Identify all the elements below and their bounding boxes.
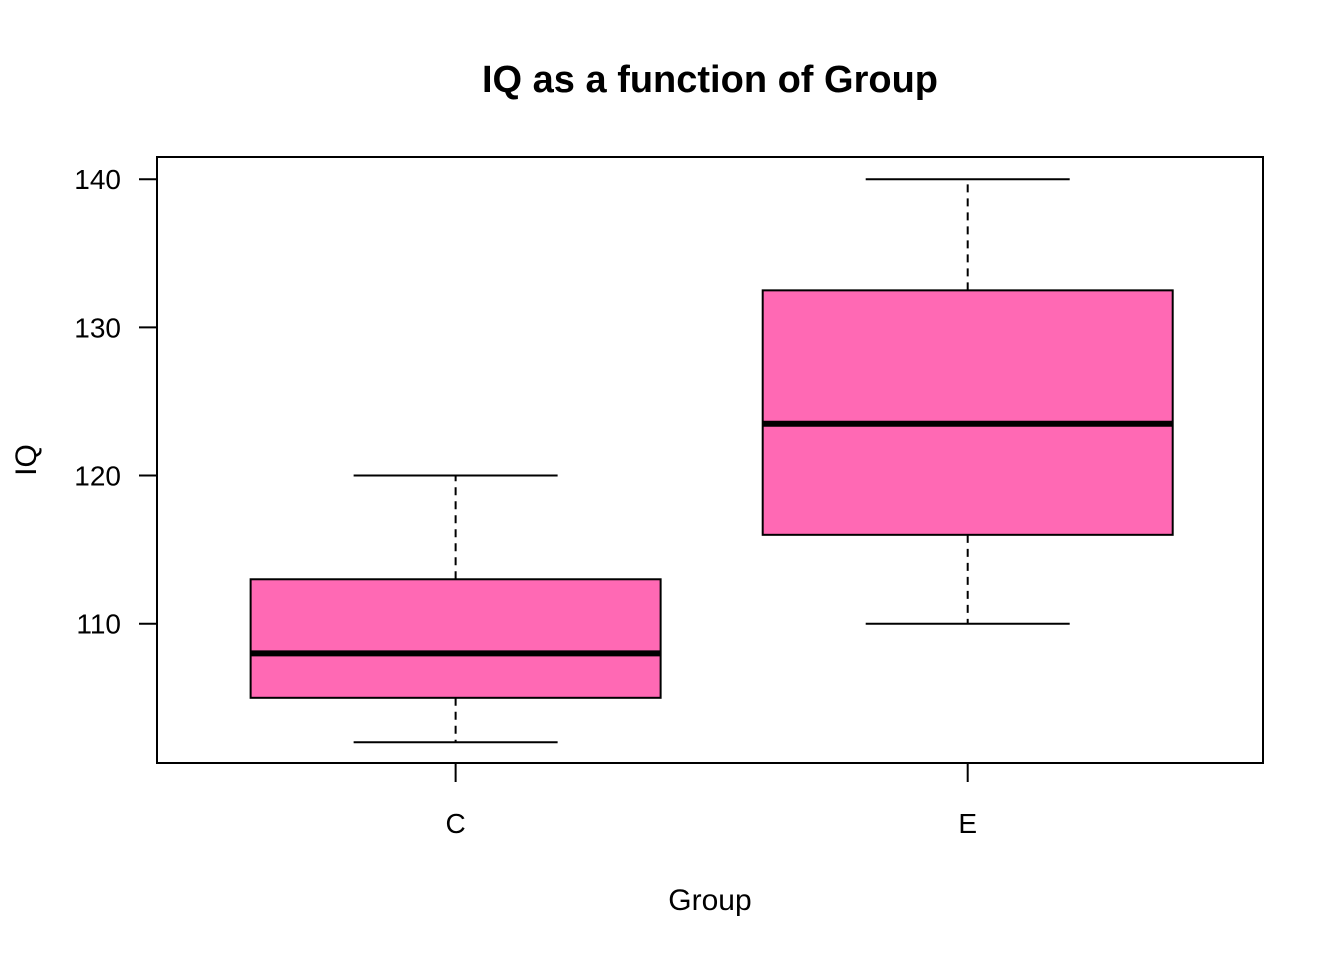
chart-title: IQ as a function of Group <box>482 59 938 101</box>
box-group-C <box>249 474 662 744</box>
x-axis-label: Group <box>668 884 751 917</box>
y-tick-label: 140 <box>74 164 121 195</box>
y-tick-label: 130 <box>74 312 121 343</box>
y-axis-label: IQ <box>10 444 43 476</box>
x-tick-label: C <box>446 808 466 839</box>
box-group-E <box>761 178 1174 625</box>
y-tick-label: 120 <box>74 461 121 492</box>
boxes <box>249 178 1174 744</box>
y-axis: 110 120 130 140 <box>74 164 157 640</box>
y-tick-label: 110 <box>76 609 121 640</box>
plot-frame <box>156 156 1264 764</box>
box-iqr <box>761 289 1174 536</box>
box-iqr <box>249 578 662 699</box>
x-tick-label: E <box>958 808 977 839</box>
